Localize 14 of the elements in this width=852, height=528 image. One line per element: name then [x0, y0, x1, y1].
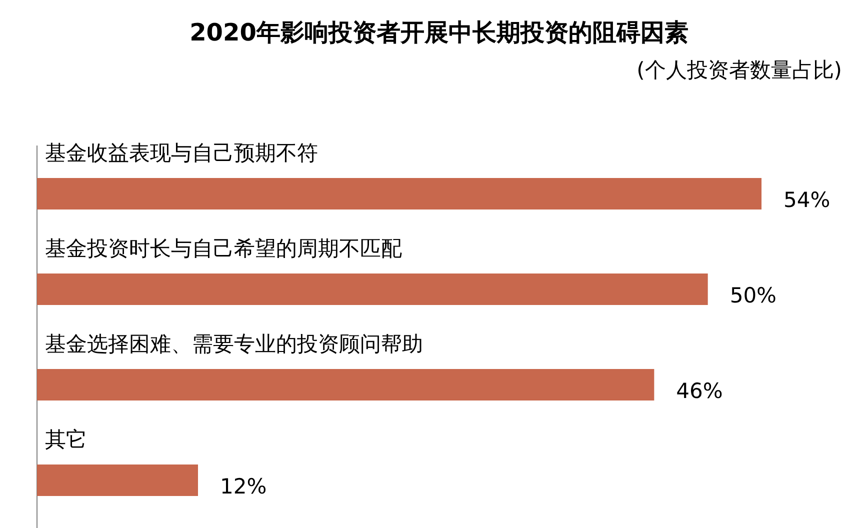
data-label: 50%: [730, 284, 777, 308]
y-tick-label: 基金选择困难、需要专业的投资顾问帮助: [45, 332, 423, 356]
y-tick-label: 其它: [45, 427, 87, 452]
data-label: 12%: [220, 474, 267, 499]
chart-title: 2020年影响投资者开展中长期投资的阻碍因素: [190, 18, 688, 47]
data-label: 46%: [676, 379, 723, 404]
bar: [37, 273, 708, 306]
y-tick-label: 基金收益表现与自己预期不符: [45, 140, 318, 165]
bar: [37, 368, 654, 401]
bar: [37, 464, 198, 496]
bar: [37, 178, 762, 210]
data-label: 54%: [784, 188, 830, 212]
chart-subtitle: (个人投资者数量占比): [636, 58, 842, 82]
y-tick-label: 基金投资时长与自己希望的周期不匹配: [45, 236, 402, 260]
